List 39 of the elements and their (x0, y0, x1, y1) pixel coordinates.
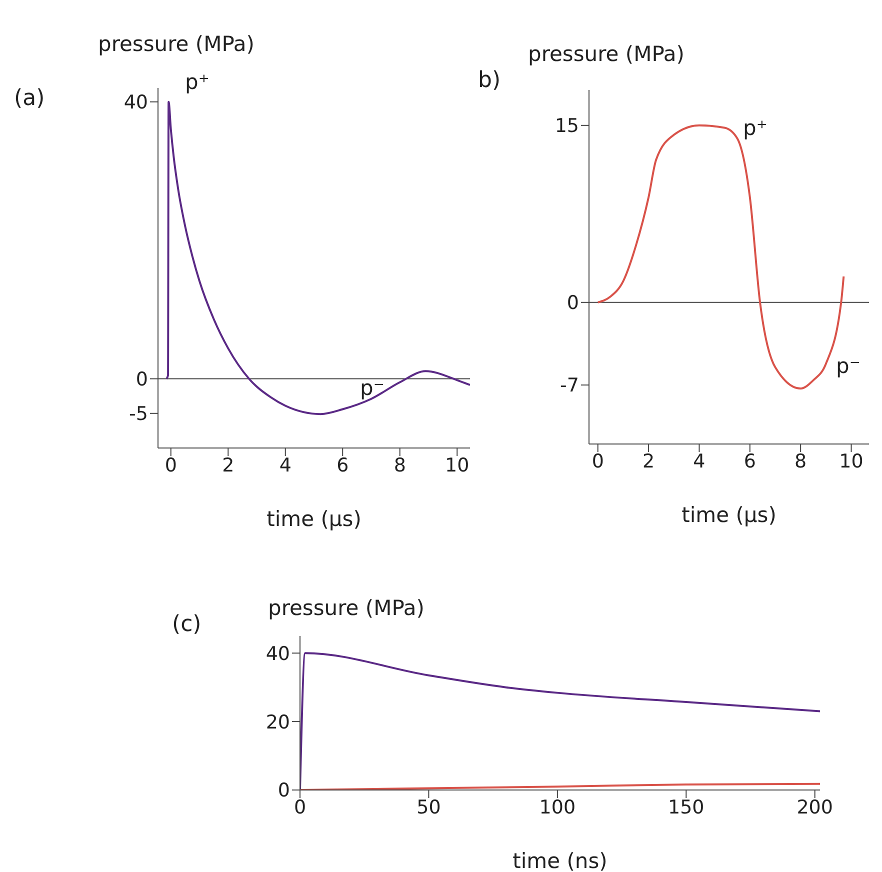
x-tick-label: 4 (693, 450, 706, 472)
y-tick-label: 0 (566, 292, 579, 314)
annotation: p⁺ (743, 116, 768, 140)
x-tick-label: 6 (744, 450, 756, 472)
annotation: p⁻ (360, 376, 384, 400)
x-tick-label: 150 (668, 796, 704, 818)
y-tick-label: 0 (136, 368, 148, 391)
x-tick-label: 10 (445, 454, 470, 476)
y-tick-label: 0 (278, 780, 290, 802)
chart-title: (a) (14, 86, 45, 111)
x-tick-label: 0 (592, 450, 604, 472)
x-tick-label: 4 (279, 454, 292, 476)
x-axis-title: time (µs) (682, 503, 776, 527)
y-tick-label: 40 (266, 642, 290, 665)
chart-title: b) (478, 68, 501, 93)
x-tick-label: 2 (642, 450, 655, 472)
x-axis-title: time (ns) (512, 849, 608, 872)
y-tick-label: -7 (560, 374, 579, 397)
x-tick-label: 8 (794, 450, 807, 472)
x-tick-label: 6 (336, 454, 349, 476)
x-tick-label: 200 (796, 796, 833, 818)
y-axis-title: pressure (MPa) (268, 596, 424, 620)
x-tick-label: 100 (539, 796, 576, 818)
x-tick-label: 10 (839, 450, 864, 472)
x-tick-label: 2 (222, 454, 234, 476)
chart-title: (c) (172, 612, 202, 637)
x-tick-label: 0 (164, 454, 177, 476)
annotation: p⁻ (836, 354, 860, 378)
x-axis-title: time (µs) (266, 507, 362, 531)
x-tick-label: 8 (394, 454, 406, 476)
y-axis-title: pressure (MPa) (528, 42, 684, 66)
y-tick-label: -5 (129, 403, 148, 426)
y-axis-title: pressure (MPa) (98, 32, 254, 56)
y-tick-label: 40 (124, 92, 148, 114)
annotation: p⁺ (185, 70, 210, 94)
x-tick-label: 0 (294, 796, 306, 818)
y-tick-label: 20 (266, 711, 290, 734)
y-tick-label: 15 (554, 115, 579, 138)
x-tick-label: 50 (416, 796, 441, 818)
